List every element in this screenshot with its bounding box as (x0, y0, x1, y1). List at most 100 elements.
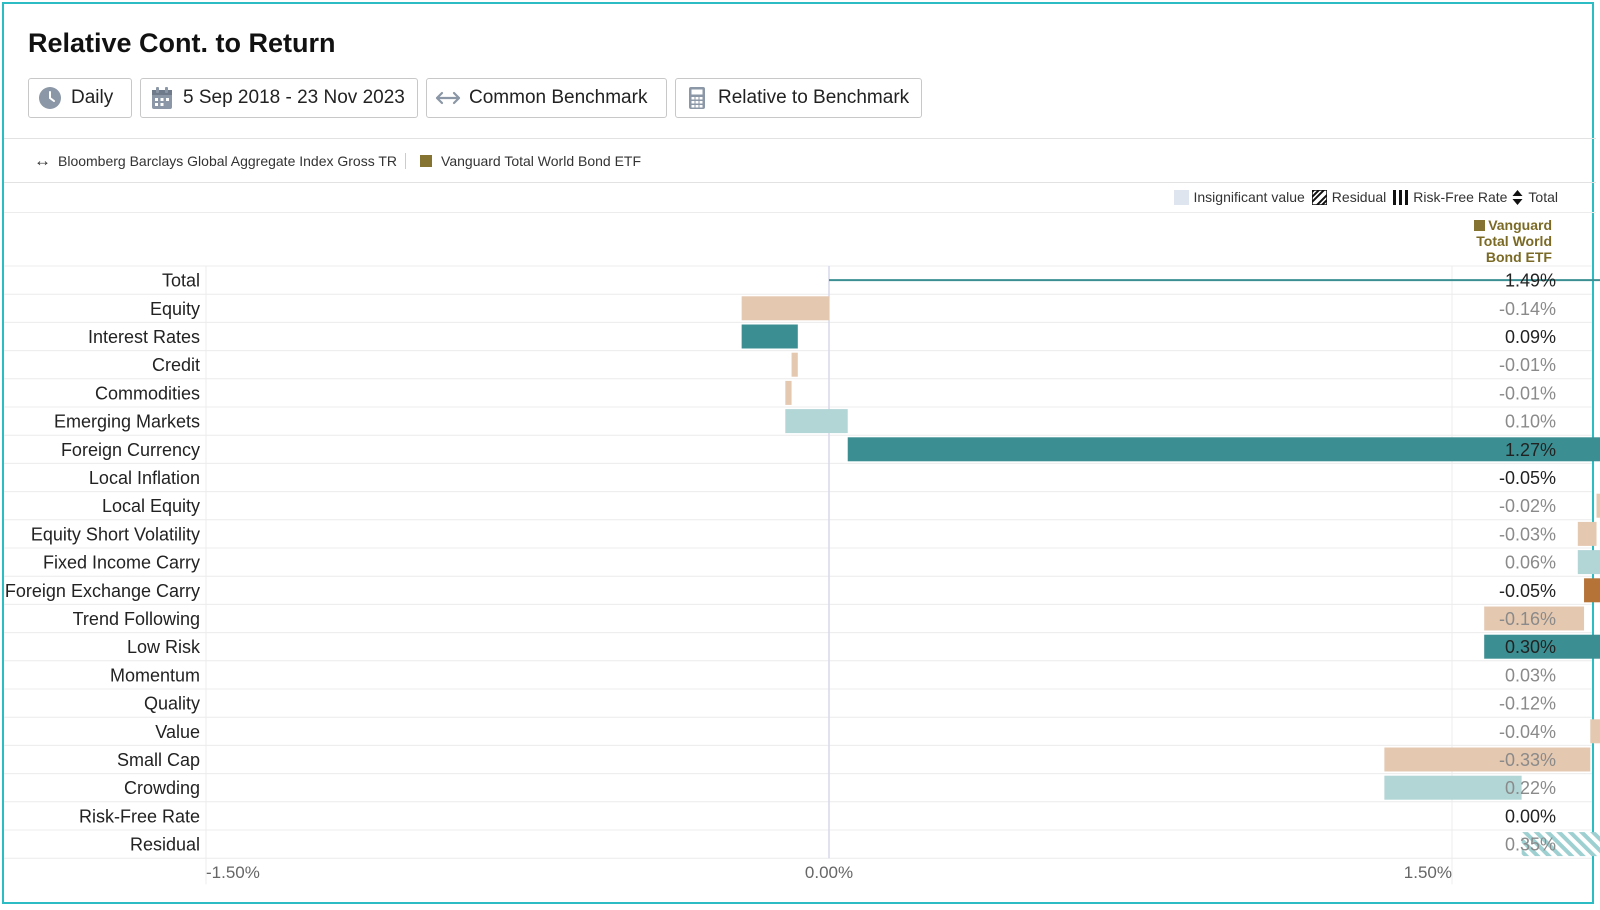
bar (1590, 719, 1600, 744)
category-label: Local Inflation (89, 468, 200, 488)
value-label: -0.04% (1499, 722, 1556, 742)
left-right-arrow-icon (435, 85, 461, 111)
category-label: Credit (152, 355, 200, 375)
category-label: Commodities (95, 383, 200, 403)
left-right-arrow-icon: ↔ (34, 151, 51, 170)
value-label: 0.00% (1505, 806, 1556, 826)
value-label: -0.05% (1499, 468, 1556, 488)
benchmark-legend-label: Bloomberg Barclays Global Aggregate Inde… (58, 153, 398, 169)
value-label: -0.01% (1499, 383, 1556, 403)
category-label: Value (155, 722, 200, 742)
value-label: -0.12% (1499, 694, 1556, 714)
legend-risk-free: Risk-Free Rate (1393, 189, 1507, 205)
diamond-arrows-icon (1512, 189, 1523, 205)
bar (1596, 493, 1600, 518)
frequency-button[interactable]: Daily (28, 78, 132, 118)
key-legend: Insignificant value Residual Risk-Free R… (1167, 188, 1558, 206)
mode-label: Relative to Benchmark (718, 87, 910, 108)
divider (4, 182, 1596, 183)
value-label: -0.14% (1499, 299, 1556, 319)
residual-bar (1521, 832, 1600, 857)
bar (1384, 775, 1522, 800)
bar (1484, 634, 1600, 659)
column-header: Vanguard Total World Bond ETF (1442, 217, 1552, 265)
x-tick-label: 1.50% (1404, 863, 1452, 882)
column-header-label: Vanguard Total World Bond ETF (1476, 217, 1552, 265)
divider (4, 138, 1596, 139)
stripes-swatch-icon (1393, 189, 1409, 205)
x-tick-label: 0.00% (805, 863, 853, 882)
calculator-icon (684, 85, 710, 111)
category-label: Crowding (124, 778, 200, 798)
category-label: Equity (150, 299, 200, 319)
bar (741, 296, 829, 321)
hatch-swatch-icon (1311, 189, 1327, 205)
category-label: Foreign Exchange Carry (5, 581, 200, 601)
category-label: Local Equity (102, 496, 200, 516)
legend-risk-free-label: Risk-Free Rate (1413, 189, 1508, 205)
page-title: Relative Cont. to Return (28, 28, 336, 58)
legend-residual-label: Residual (1331, 189, 1387, 205)
value-label: 0.06% (1505, 553, 1556, 573)
clock-icon (37, 85, 63, 111)
legend-insignificant-label: Insignificant value (1193, 189, 1305, 205)
value-label: -0.05% (1499, 581, 1556, 601)
category-label: Quality (144, 694, 200, 714)
category-label: Interest Rates (88, 327, 200, 347)
bar (1577, 550, 1600, 575)
value-label: -0.16% (1499, 609, 1556, 629)
insignificant-swatch-icon (1173, 189, 1189, 205)
value-label: -0.01% (1499, 355, 1556, 375)
bar (1484, 606, 1585, 631)
value-label: 0.30% (1505, 637, 1556, 657)
fund-swatch-icon (1474, 220, 1486, 231)
category-label: Emerging Markets (54, 412, 200, 432)
value-label: 0.09% (1505, 327, 1556, 347)
category-label: Equity Short Volatility (31, 524, 200, 544)
category-label: Foreign Currency (61, 440, 200, 460)
value-label: 0.03% (1505, 665, 1556, 685)
value-label: 1.27% (1505, 440, 1556, 460)
category-label: Fixed Income Carry (43, 553, 200, 573)
bar (791, 352, 798, 377)
calendar-icon (149, 85, 175, 111)
bar (1384, 747, 1591, 772)
bar (1577, 521, 1597, 546)
mode-button[interactable]: Relative to Benchmark (675, 78, 922, 118)
legend-divider (405, 153, 407, 169)
bar (741, 324, 798, 349)
legend-residual: Residual (1311, 189, 1387, 205)
date-range-button[interactable]: 5 Sep 2018 - 23 Nov 2023 (140, 78, 418, 118)
fund-swatch-icon (420, 155, 433, 167)
series-legend: ↔ Bloomberg Barclays Global Aggregate In… (34, 150, 641, 172)
value-label: 1.49% (1505, 271, 1556, 291)
category-label: Trend Following (73, 609, 200, 629)
legend-total: Total (1510, 189, 1558, 205)
bar (847, 437, 1600, 462)
value-label: 0.22% (1505, 778, 1556, 798)
fund-legend-label: Vanguard Total World Bond ETF (441, 153, 642, 169)
legend-insignificant: Insignificant value (1173, 189, 1305, 205)
category-label: Residual (130, 835, 200, 855)
value-label: -0.02% (1499, 496, 1556, 516)
category-label: Total (162, 271, 200, 291)
category-label: Momentum (110, 665, 200, 685)
bar (1584, 578, 1600, 603)
category-label: Risk-Free Rate (79, 806, 200, 826)
x-tick-label: -1.50% (206, 863, 260, 882)
category-label: Low Risk (127, 637, 201, 657)
benchmark-button[interactable]: Common Benchmark (426, 78, 667, 118)
value-label: -0.33% (1499, 750, 1556, 770)
bar (785, 409, 848, 434)
frequency-label: Daily (71, 87, 114, 108)
value-label: 0.10% (1505, 412, 1556, 432)
divider (4, 212, 1596, 213)
value-label: 0.35% (1505, 835, 1556, 855)
date-range-label: 5 Sep 2018 - 23 Nov 2023 (183, 87, 405, 108)
benchmark-label: Common Benchmark (469, 87, 648, 108)
legend-total-label: Total (1528, 189, 1558, 205)
bar (785, 380, 792, 405)
category-label: Small Cap (117, 750, 200, 770)
value-label: -0.03% (1499, 524, 1556, 544)
